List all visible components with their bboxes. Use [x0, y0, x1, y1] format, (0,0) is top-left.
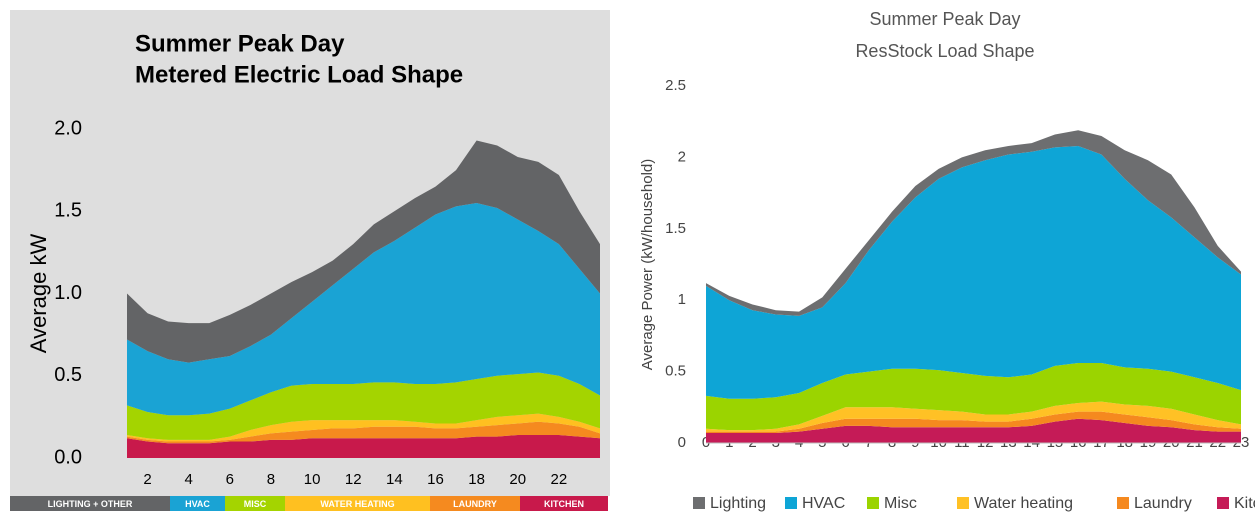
y-tick-label: 0.5	[665, 363, 686, 380]
legend-swatch	[693, 497, 705, 509]
area	[127, 203, 600, 416]
chart-title: Summer Peak Day	[135, 30, 345, 57]
legend-swatch	[285, 496, 430, 511]
x-tick-label: 14	[386, 471, 403, 488]
legend-swatch	[10, 496, 170, 511]
area	[706, 401, 1241, 432]
x-tick-label: 20	[509, 471, 526, 488]
x-tick-label: 16	[427, 471, 444, 488]
legend-label: MISC	[244, 499, 267, 509]
x-tick-label: 2	[143, 471, 151, 488]
legend-label: LIGHTING + OTHER	[48, 499, 133, 509]
legend-swatch	[867, 497, 879, 509]
x-tick-label: 4	[185, 471, 193, 488]
legend-swatch	[1117, 497, 1129, 509]
x-tick-label: 18	[468, 471, 485, 488]
legend-label: Laundry	[1134, 495, 1192, 512]
chart-title: Summer Peak Day	[869, 9, 1020, 29]
legend-label: Water heating	[974, 495, 1073, 512]
legend-swatch	[957, 497, 969, 509]
legend-swatch	[785, 497, 797, 509]
area	[127, 140, 600, 363]
y-axis-label: Average kW	[26, 234, 51, 354]
legend-label: KITCHEN	[544, 499, 584, 509]
y-tick-label: 0.5	[54, 364, 82, 386]
y-tick-label: 0	[678, 434, 686, 451]
legend-label: Misc	[884, 495, 917, 512]
legend-label: HVAC	[802, 495, 845, 512]
x-tick-label: 12	[345, 471, 362, 488]
x-tick-label: 6	[226, 471, 234, 488]
y-tick-label: 1.5	[665, 220, 686, 237]
y-tick-label: 1	[678, 291, 686, 308]
legend-swatch	[430, 496, 520, 511]
y-tick-label: 1.0	[54, 282, 82, 304]
y-tick-label: 2	[678, 148, 686, 165]
x-tick-label: 22	[551, 471, 568, 488]
chart-subtitle: ResStock Load Shape	[855, 41, 1034, 61]
legend-label: LAUNDRY	[453, 499, 497, 509]
legend-swatch	[170, 496, 225, 511]
area	[706, 145, 1241, 399]
legend-label: WATER HEATING	[320, 499, 394, 509]
area	[706, 363, 1241, 431]
area	[706, 411, 1241, 434]
area	[706, 418, 1241, 443]
legend-label: Lighting	[710, 495, 766, 512]
legend-swatch	[520, 496, 608, 511]
y-tick-label: 0.0	[54, 446, 82, 468]
y-tick-label: 1.5	[54, 200, 82, 222]
y-axis-label: Average Power (kW/household)	[639, 159, 656, 371]
x-tick-label: 10	[304, 471, 321, 488]
legend-label: Kitchen	[1234, 495, 1255, 512]
area	[127, 421, 600, 444]
legend-label: HVAC	[185, 499, 210, 509]
x-tick-label: 8	[267, 471, 275, 488]
legend-swatch	[1217, 497, 1229, 509]
y-tick-label: 2.0	[54, 117, 82, 139]
area	[127, 413, 600, 442]
y-tick-label: 2.5	[665, 77, 686, 94]
area	[127, 372, 600, 440]
legend-swatch	[225, 496, 285, 511]
area	[127, 434, 600, 458]
chart-subtitle: Metered Electric Load Shape	[135, 61, 463, 88]
